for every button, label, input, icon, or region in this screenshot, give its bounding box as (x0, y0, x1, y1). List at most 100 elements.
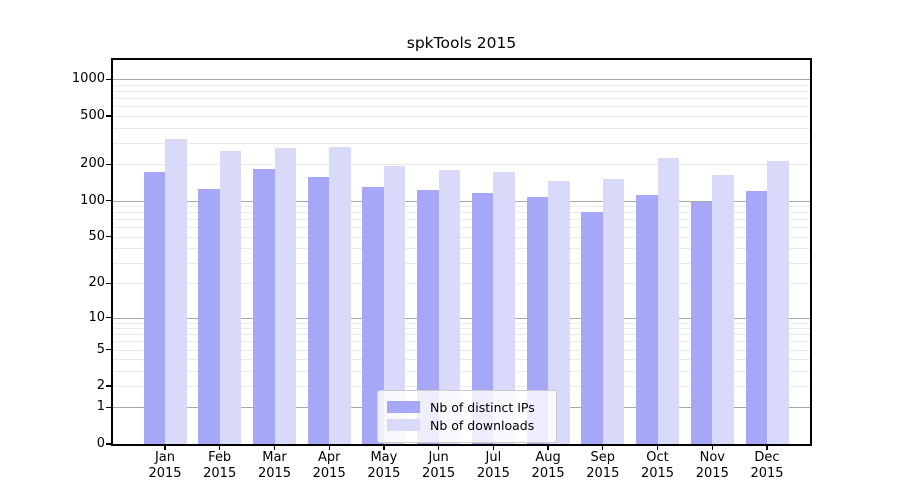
legend-label-distinct-ips: Nb of distinct IPs (430, 399, 535, 415)
x-axis-tick-mark (437, 446, 440, 450)
gridline-minor (113, 142, 810, 144)
x-axis-tick-mark (328, 446, 330, 450)
bar-distinct_ips-nov-2015 (690, 201, 713, 444)
y-axis-tick-label: 1 (96, 399, 105, 415)
gridline-minor (113, 91, 810, 93)
y-axis-tick-mark (106, 235, 111, 238)
x-axis-tick-mark (656, 446, 659, 450)
legend-swatch-distinct-ips (387, 401, 420, 413)
y-axis-tick-mark (106, 115, 111, 117)
x-axis-tick-label: Jan 2015 (148, 450, 182, 481)
x-axis-tick-label: Sep 2015 (586, 450, 620, 481)
y-axis-tick-label: 10 (88, 309, 105, 325)
y-axis-tick-mark (106, 348, 111, 351)
gridline-minor (113, 116, 810, 117)
x-axis-tick-label: Dec 2015 (750, 450, 784, 481)
gridline-minor (113, 106, 810, 108)
y-axis-tick-label: 50 (88, 228, 105, 244)
x-axis-tick-mark (711, 446, 713, 450)
bar-downloads-jan-2015 (165, 138, 187, 444)
legend-swatch-downloads (387, 419, 420, 431)
legend-row-downloads: Nb of downloads (387, 417, 547, 433)
bar-distinct_ips-feb-2015 (198, 188, 220, 444)
x-axis-tick-mark (492, 446, 495, 450)
x-axis-tick-label: Jun 2015 (422, 450, 456, 481)
chart-title: spkTools 2015 (406, 34, 517, 52)
y-axis-tick-mark (106, 282, 111, 285)
bar-downloads-aug-2015 (548, 181, 570, 444)
x-axis-tick-label: Feb 2015 (203, 450, 237, 481)
y-axis-tick-mark (106, 406, 111, 409)
gridline-minor (113, 262, 810, 264)
bar-downloads-jun-2015 (438, 169, 461, 444)
legend-row-distinct-ips: Nb of distinct IPs (387, 399, 547, 415)
y-axis-tick-mark (106, 78, 111, 81)
bar-downloads-feb-2015 (219, 150, 242, 444)
bar-distinct_ips-sep-2015 (581, 211, 603, 444)
y-axis-tick-label: 200 (80, 156, 105, 172)
y-axis-tick-label: 100 (80, 192, 105, 208)
y-axis-tick-label: 1000 (71, 71, 105, 87)
gridline-minor (113, 164, 810, 166)
bar-distinct_ips-jun-2015 (417, 190, 439, 444)
gridline-minor (113, 236, 810, 238)
bar-downloads-may-2015 (383, 165, 406, 444)
y-axis-tick-mark (106, 163, 111, 165)
x-axis-tick-label: Jul 2015 (476, 450, 510, 481)
gridline-minor (113, 322, 810, 324)
gridline-minor (113, 219, 810, 221)
bar-downloads-sep-2015 (602, 178, 625, 444)
plot-inner (113, 60, 810, 444)
gridline-minor (113, 85, 810, 86)
plot-area (111, 58, 812, 446)
bar-distinct_ips-dec-2015 (745, 191, 767, 444)
gridline-major (113, 79, 810, 81)
gridline-minor (113, 248, 810, 249)
gridline-minor (113, 227, 810, 229)
x-axis-tick-label: Mar 2015 (257, 450, 292, 481)
gridline-major (113, 317, 810, 319)
legend: Nb of distinct IPs Nb of downloads (377, 390, 557, 443)
bar-downloads-mar-2015 (274, 147, 296, 444)
legend-label-downloads: Nb of downloads (430, 417, 535, 433)
bar-downloads-jul-2015 (493, 172, 515, 444)
x-axis-tick-mark (164, 446, 166, 450)
gridline-minor (113, 206, 810, 207)
y-axis-tick-label: 0 (96, 436, 105, 451)
y-axis-tick-mark (106, 385, 111, 387)
x-axis-tick-label: Aug 2015 (531, 450, 565, 481)
bar-distinct_ips-mar-2015 (253, 169, 275, 444)
bar-distinct_ips-oct-2015 (636, 194, 658, 444)
y-axis-tick-label: 20 (88, 275, 105, 291)
x-axis-tick-mark (547, 446, 549, 450)
x-axis-tick-label: Oct 2015 (640, 450, 675, 481)
gridline-minor (113, 370, 810, 372)
bar-distinct_ips-jul-2015 (471, 193, 494, 444)
bar-distinct_ips-aug-2015 (526, 196, 549, 444)
x-axis-tick-label: May 2015 (367, 450, 401, 481)
bar-downloads-apr-2015 (329, 147, 351, 444)
gridline-minor (113, 283, 810, 285)
x-axis-tick-mark (766, 446, 768, 450)
bar-distinct_ips-apr-2015 (307, 177, 330, 444)
gridline-minor (113, 334, 810, 336)
y-axis-tick-mark (106, 199, 111, 202)
gridline-major (113, 200, 810, 202)
x-axis-tick-label: Apr 2015 (312, 450, 346, 481)
x-axis-tick-label: Nov 2015 (695, 450, 729, 481)
gridline-minor (113, 386, 810, 387)
gridline-minor (113, 349, 810, 351)
y-axis-tick-mark (106, 443, 111, 445)
gridline-minor (113, 359, 810, 361)
x-axis-tick-mark (273, 446, 276, 450)
gridline-minor (113, 328, 810, 330)
bar-distinct_ips-jan-2015 (143, 172, 165, 444)
y-axis-tick-label: 5 (96, 341, 105, 357)
bar-distinct_ips-may-2015 (362, 187, 384, 444)
x-axis-tick-mark (383, 446, 385, 450)
y-axis-tick-label: 2 (96, 378, 105, 393)
gridline-minor (113, 212, 810, 214)
bar-downloads-dec-2015 (767, 160, 789, 444)
bar-downloads-nov-2015 (712, 174, 734, 444)
